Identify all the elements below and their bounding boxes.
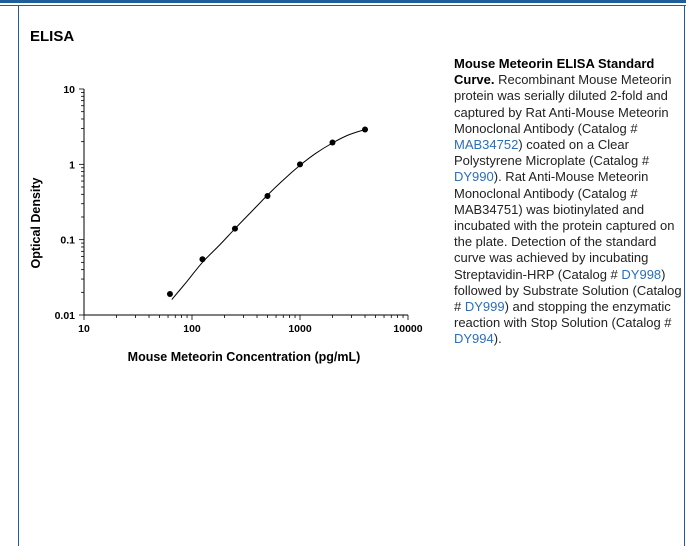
y-tick-label: 0.01: [55, 310, 76, 322]
data-point: [199, 256, 206, 263]
fit-curve-line: [171, 129, 366, 300]
x-tick-label: 100: [183, 323, 201, 335]
x-tick-label: 1000: [288, 323, 312, 335]
caption-text: ) and stopping the enzymatic reaction wi…: [454, 299, 672, 331]
y-tick-label: 1: [69, 159, 75, 171]
data-point: [166, 291, 173, 298]
catalog-link-dy998[interactable]: DY998: [621, 266, 662, 282]
content-frame: [18, 6, 685, 546]
catalog-link-dy999[interactable]: DY999: [464, 299, 505, 315]
top-accent-bar: [0, 0, 686, 3]
caption-text: Recombinant Mouse Meteorin protein was s…: [454, 72, 672, 136]
axes: 10 100 1000 10000 0.01 0.1 1 10: [55, 84, 423, 335]
caption-text: ).: [493, 331, 502, 347]
figure-caption: Mouse Meteorin ELISA Standard Curve. Rec…: [454, 56, 682, 348]
data-point: [362, 126, 369, 133]
caption-text: ) followed by Substrate Solution (Catalo…: [454, 266, 682, 315]
data-point: [231, 225, 238, 232]
top-accent-line: [0, 5, 686, 6]
y-tick-label: 10: [63, 84, 75, 96]
data-point: [297, 161, 303, 168]
data-points-group: [166, 126, 369, 298]
y-axis-label: Optical Density: [29, 177, 43, 268]
x-tick-label: 10000: [393, 323, 422, 335]
caption-text: ) coated on a Clear Polystyrene Micropla…: [454, 137, 650, 169]
fit-curve-group: [171, 129, 366, 300]
y-tick-label: 0.1: [60, 235, 75, 247]
caption-text: ). Rat Anti-Mouse Meteorin Monoclonal An…: [454, 169, 675, 282]
x-axis-label: Mouse Meteorin Concentration (pg/mL): [128, 350, 361, 364]
catalog-link-mab34752[interactable]: MAB34752: [454, 137, 519, 153]
x-tick-label: 10: [78, 323, 90, 335]
data-point: [264, 192, 271, 199]
caption-title: Mouse Meteorin ELISA Standard Curve.: [454, 56, 655, 88]
catalog-link-dy990[interactable]: DY990: [454, 169, 494, 185]
catalog-link-dy994[interactable]: DY994: [454, 331, 494, 347]
data-point: [329, 139, 336, 146]
elisa-standard-curve-chart: 10 100 1000 10000 0.01 0.1 1 10 Mouse Meteorin …: [29, 84, 423, 364]
section-title: ELISA: [30, 28, 75, 45]
